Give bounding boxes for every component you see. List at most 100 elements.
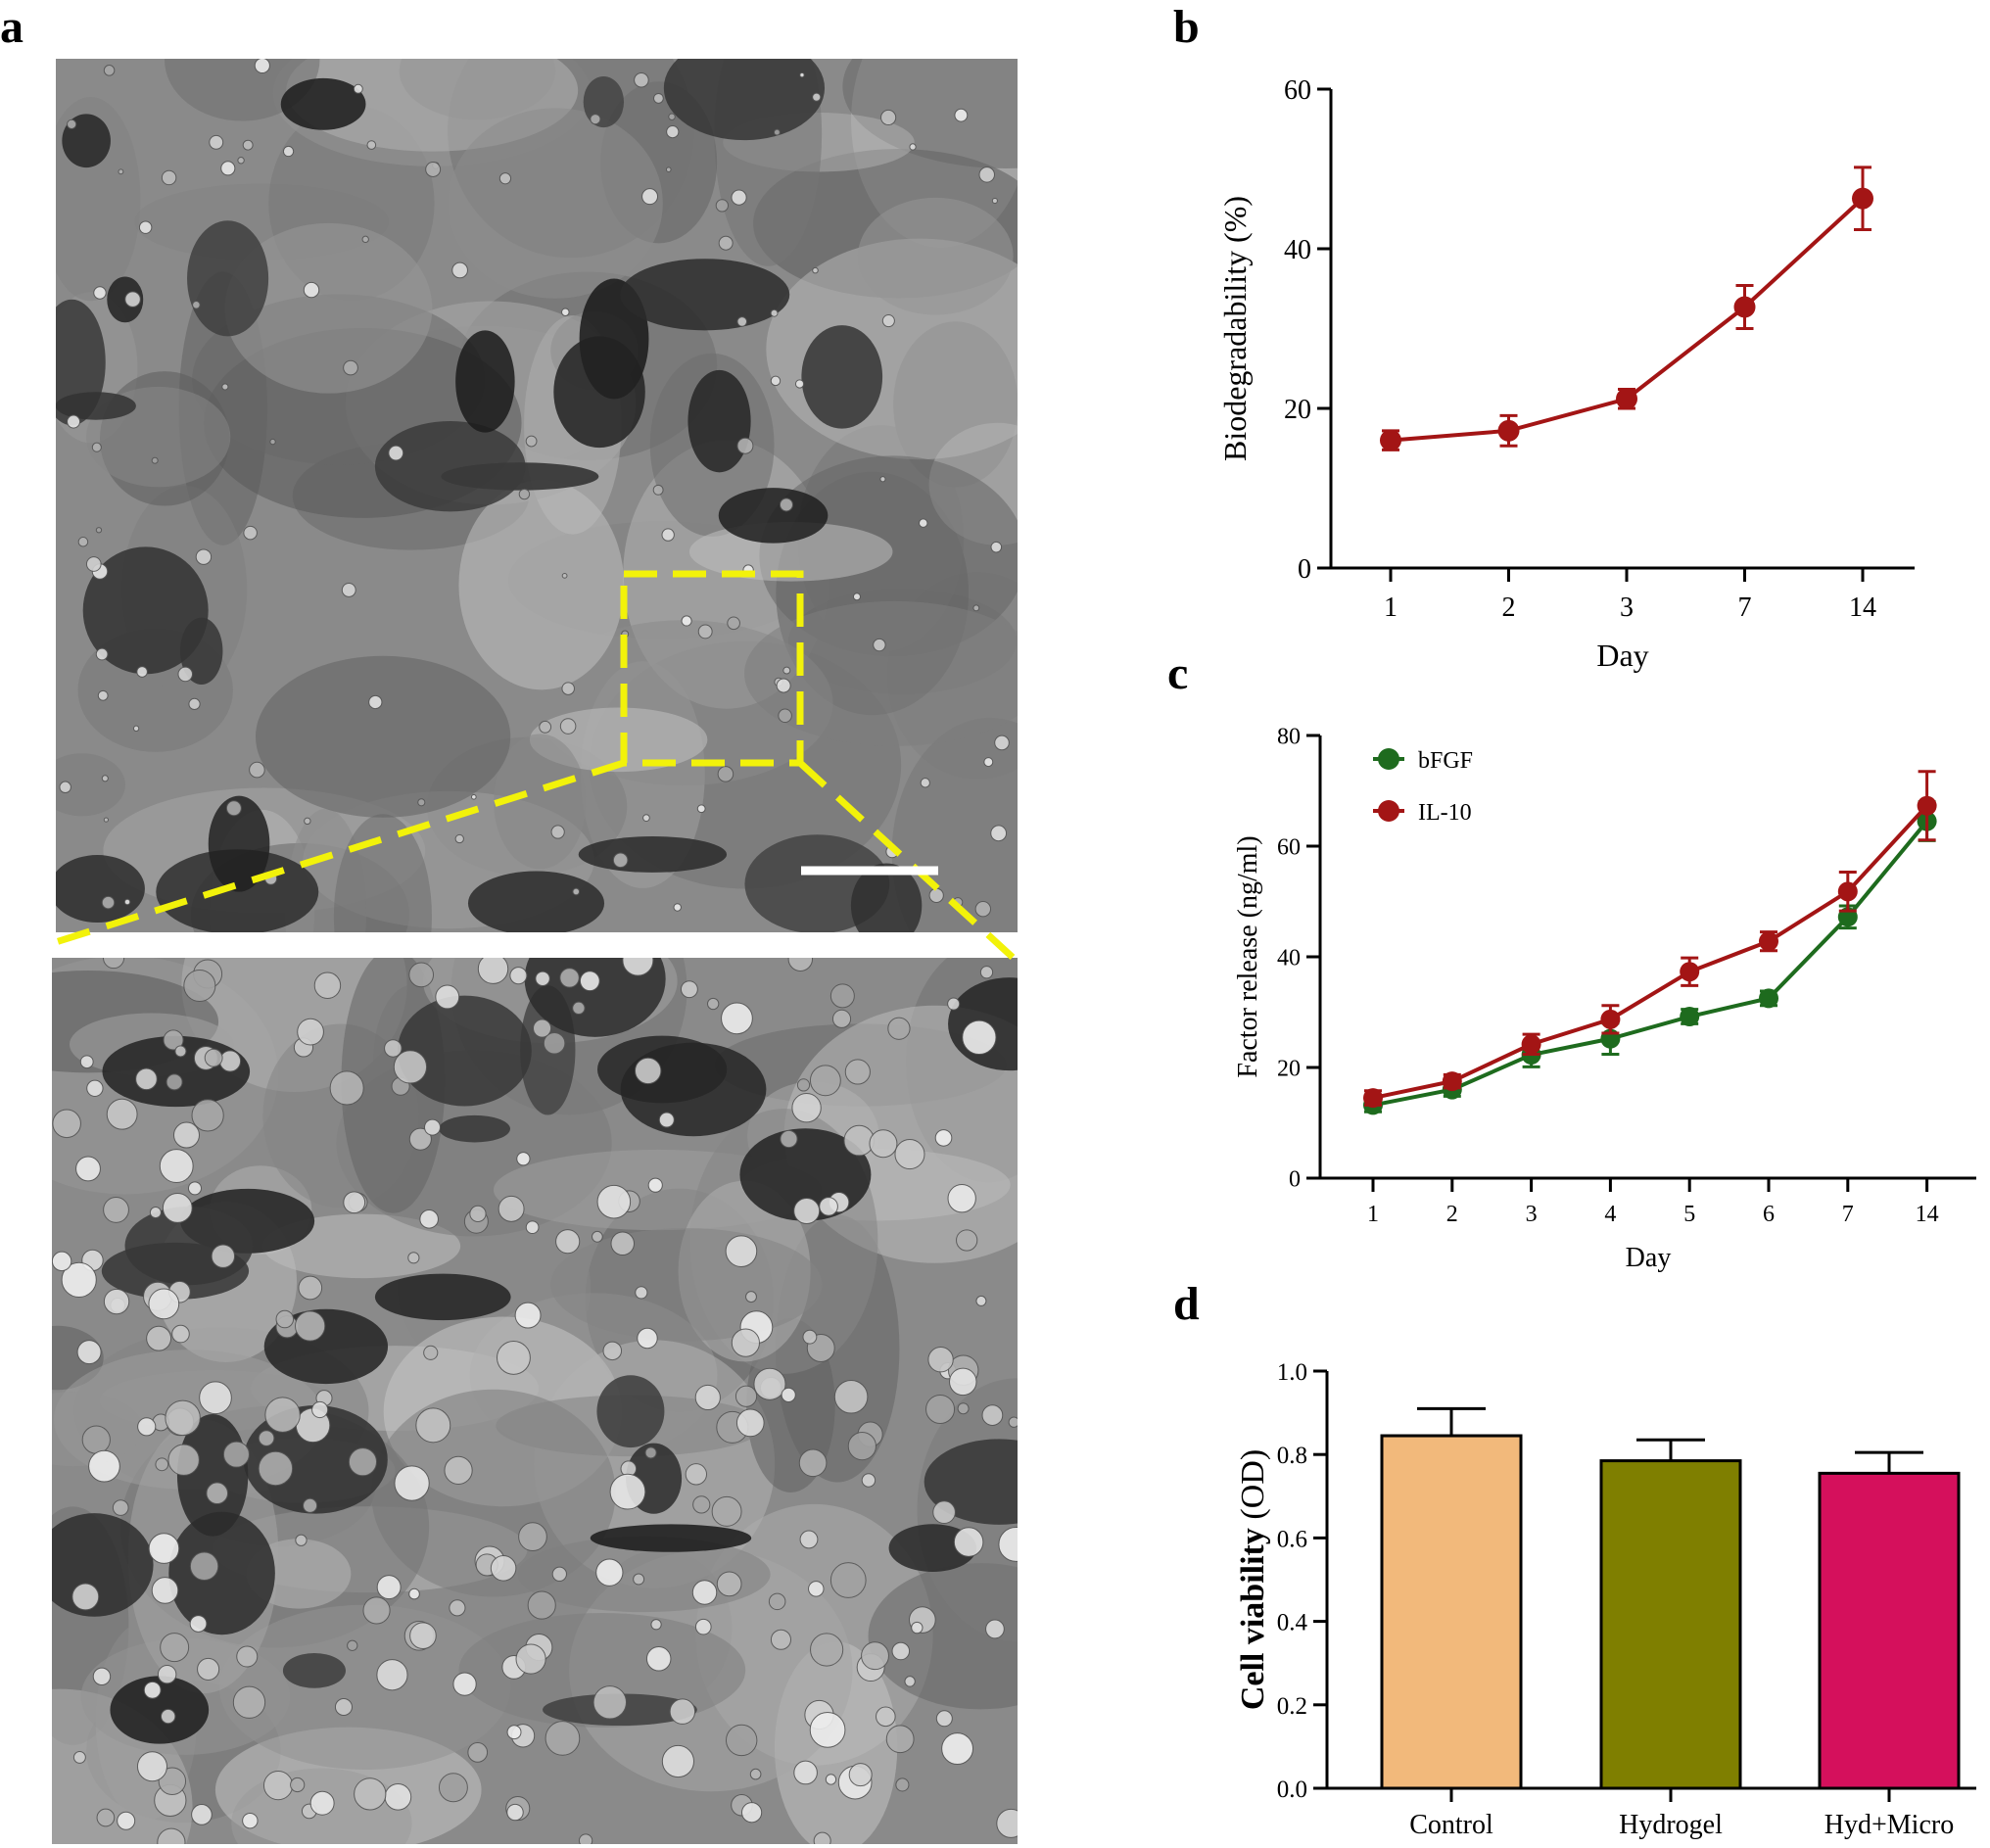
sem-particle	[220, 161, 236, 176]
sem-particle	[304, 817, 311, 826]
sem-particle	[313, 971, 342, 999]
series-bFGF	[1363, 800, 1937, 1115]
sem-particle	[146, 1325, 172, 1351]
sem-particle	[561, 572, 568, 579]
sem-particle	[242, 1812, 259, 1829]
panel-label-a: a	[0, 1, 24, 53]
series-line	[1372, 804, 1929, 1101]
sem-particle	[191, 1099, 224, 1132]
sem-particle	[353, 83, 363, 94]
sem-particle	[527, 1590, 556, 1620]
sem-particle	[368, 694, 383, 710]
sem-particle	[67, 414, 81, 429]
sem-particle	[329, 1070, 364, 1106]
data-point	[1680, 1007, 1700, 1027]
sem-particle	[812, 266, 819, 274]
sem-particle	[311, 1400, 329, 1419]
sem-particle	[249, 761, 265, 779]
sem-particle	[258, 1450, 294, 1487]
sem-particle	[911, 1621, 924, 1635]
sem-particle	[779, 498, 793, 512]
x-tick-label: 4	[1604, 1202, 1616, 1227]
sem-particle	[634, 1057, 662, 1085]
sem-particle	[103, 1288, 130, 1315]
sem-pore	[187, 220, 269, 337]
data-point	[1497, 419, 1520, 442]
sem-particle	[609, 1473, 646, 1510]
sem-particle	[941, 1732, 974, 1766]
x-tick-label: 1	[1367, 1202, 1379, 1227]
sem-particle	[269, 438, 276, 446]
x-tick-label: 5	[1683, 1202, 1695, 1227]
y-tick-label: 40	[1284, 235, 1311, 265]
sem-particle	[974, 901, 992, 918]
sem-particle	[490, 1555, 517, 1582]
sem-particle	[819, 1197, 838, 1216]
sem-pore	[179, 617, 223, 686]
x-tick-label: 7	[1842, 1202, 1854, 1227]
sem-particle	[419, 1209, 439, 1229]
sem-particle	[778, 708, 792, 724]
sem-particle	[927, 1347, 954, 1373]
sem-particle	[852, 592, 861, 601]
sem-particle	[93, 286, 107, 300]
sem-particle	[539, 720, 552, 734]
sem-particle	[341, 583, 356, 597]
sem-particle	[813, 1831, 831, 1844]
sem-particle	[887, 1017, 911, 1040]
sem-particle	[408, 1127, 432, 1151]
sem-particle	[388, 445, 404, 461]
zoom-guide-right	[797, 760, 1020, 965]
sem-particle	[303, 281, 320, 299]
sem-particle	[91, 442, 102, 452]
sem-particle	[117, 1811, 136, 1830]
sem-particle	[718, 235, 734, 251]
bar-hydrogel	[1599, 1459, 1742, 1790]
sem-particle	[809, 1065, 841, 1097]
data-point	[1852, 187, 1873, 210]
sem-particle	[101, 895, 116, 910]
sem-particle	[171, 1324, 190, 1344]
sem-particle	[692, 1495, 711, 1514]
sem-particle	[745, 1291, 757, 1303]
sem-particle	[681, 615, 692, 627]
sem-particle	[514, 1302, 542, 1329]
sem-particle	[661, 528, 675, 542]
sem-particle	[829, 983, 855, 1009]
sem-particle	[869, 1129, 898, 1159]
zoom-region-box	[620, 570, 804, 767]
y-tick-label: 0.2	[1277, 1693, 1307, 1720]
bar-hyd-micro	[1818, 1471, 1961, 1790]
y-tick-label: 1.0	[1277, 1359, 1307, 1386]
sem-particle	[975, 1295, 987, 1306]
sem-pore	[208, 795, 270, 892]
sem-particle	[467, 1742, 489, 1763]
sem-particle	[825, 1774, 837, 1785]
sem-particle	[697, 624, 713, 640]
sem-particle	[348, 1447, 378, 1477]
sem-pore	[56, 392, 136, 420]
sem-particle	[393, 1050, 428, 1084]
y-tick-label: 40	[1277, 945, 1301, 971]
sem-particle	[454, 833, 464, 844]
sem-particle	[776, 678, 791, 693]
x-tick-label: 7	[1738, 592, 1752, 623]
sem-particle	[518, 488, 531, 500]
sem-particle	[407, 1252, 420, 1264]
data-point	[1380, 429, 1401, 451]
sem-particle	[95, 527, 103, 534]
sem-particle	[545, 1721, 581, 1756]
sem-particle	[904, 1676, 916, 1687]
sem-particle	[543, 1031, 566, 1055]
sem-particle	[985, 1619, 1005, 1639]
sem-particle	[409, 1622, 437, 1650]
sem-particle	[680, 980, 698, 999]
sem-particle	[645, 1646, 672, 1672]
sem-particle	[343, 1191, 366, 1214]
series-IL-10	[1363, 770, 1937, 1109]
sem-particle	[297, 1018, 324, 1046]
sem-particle	[258, 1430, 275, 1446]
sem-particle	[425, 162, 442, 177]
sem-particle	[590, 114, 601, 125]
sem-micrograph-overview	[56, 59, 1018, 932]
